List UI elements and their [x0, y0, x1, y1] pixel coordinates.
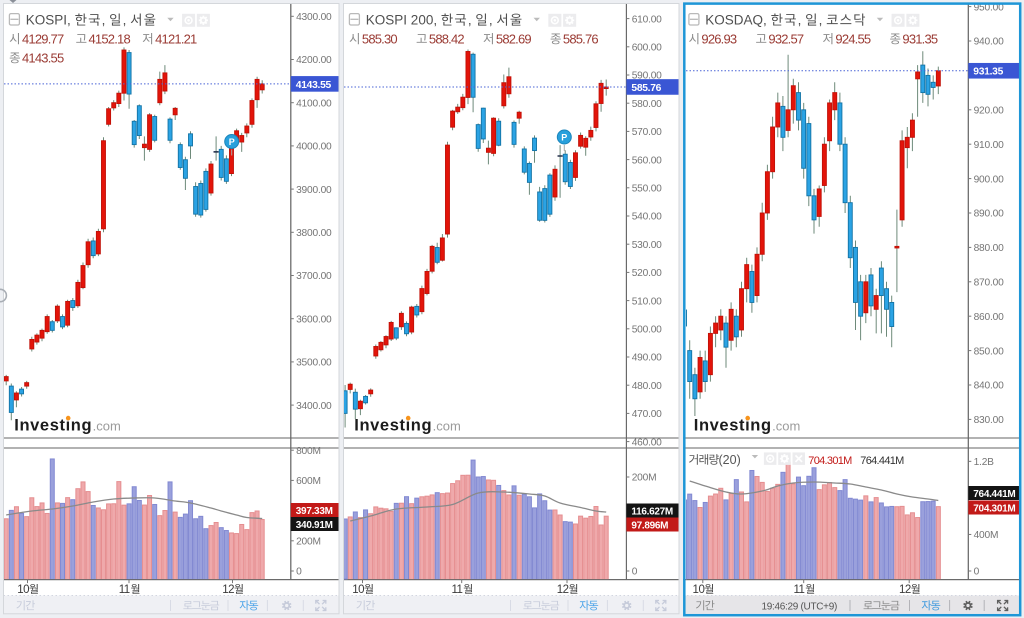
- svg-text:764.441M: 764.441M: [973, 489, 1015, 500]
- svg-text:530.00: 530.00: [632, 240, 662, 251]
- svg-text:500.00: 500.00: [632, 325, 662, 336]
- svg-text:KOSPI,: KOSPI,: [26, 13, 71, 28]
- svg-text:850.00: 850.00: [974, 346, 1004, 357]
- svg-text:764.441M: 764.441M: [860, 455, 904, 467]
- svg-text:10: 10: [693, 584, 705, 596]
- svg-text:910.00: 910.00: [974, 140, 1004, 151]
- svg-text:932.57: 932.57: [768, 31, 804, 46]
- svg-text:400M: 400M: [974, 530, 999, 541]
- svg-text:KOSDAQ,: KOSDAQ,: [705, 13, 767, 28]
- svg-text:3800.00: 3800.00: [296, 228, 332, 239]
- svg-text:520.00: 520.00: [632, 268, 662, 279]
- svg-text:,: ,: [468, 13, 472, 28]
- svg-text:860.00: 860.00: [974, 312, 1004, 323]
- svg-text:560.00: 560.00: [632, 155, 662, 166]
- svg-text:,: ,: [819, 13, 823, 28]
- svg-text:920.00: 920.00: [974, 106, 1004, 117]
- svg-text:940.00: 940.00: [974, 37, 1004, 48]
- svg-text:Investing: Investing: [694, 416, 772, 434]
- svg-text:585.30: 585.30: [362, 31, 398, 46]
- svg-text:0: 0: [632, 567, 638, 578]
- svg-text:11: 11: [793, 584, 804, 596]
- svg-text:19:46:29 (UTC+9): 19:46:29 (UTC+9): [762, 602, 838, 613]
- svg-text:800M: 800M: [296, 446, 321, 457]
- svg-text:900.00: 900.00: [974, 174, 1004, 185]
- svg-text:,: ,: [489, 13, 493, 28]
- svg-text:3500.00: 3500.00: [296, 358, 332, 369]
- svg-text:200M: 200M: [296, 537, 321, 548]
- svg-text:470.00: 470.00: [632, 409, 662, 420]
- svg-text:,: ,: [798, 13, 802, 28]
- svg-text:.com: .com: [93, 418, 121, 433]
- svg-text:830.00: 830.00: [974, 415, 1004, 426]
- svg-text:490.00: 490.00: [632, 353, 662, 364]
- svg-text:950.00: 950.00: [974, 2, 1004, 13]
- svg-text:4121.21: 4121.21: [155, 31, 197, 46]
- svg-text:890.00: 890.00: [974, 209, 1004, 220]
- svg-text:97.896M: 97.896M: [631, 520, 668, 531]
- svg-text:12: 12: [222, 584, 234, 596]
- svg-text:600.00: 600.00: [632, 43, 662, 54]
- svg-text:Investing: Investing: [354, 416, 432, 434]
- svg-text:0: 0: [296, 567, 302, 578]
- svg-text:116.627M: 116.627M: [631, 506, 673, 517]
- svg-text:4300.00: 4300.00: [296, 12, 332, 23]
- svg-text:480.00: 480.00: [632, 381, 662, 392]
- svg-text:931.35: 931.35: [973, 67, 1003, 78]
- svg-text:4143.55: 4143.55: [22, 50, 64, 65]
- svg-text:3700.00: 3700.00: [296, 271, 332, 282]
- svg-text:3400.00: 3400.00: [296, 401, 332, 412]
- svg-text:11: 11: [119, 584, 130, 596]
- svg-text:704.301M: 704.301M: [973, 503, 1015, 514]
- svg-text:,: ,: [123, 13, 127, 28]
- svg-text:3600.00: 3600.00: [296, 314, 332, 325]
- svg-text:590.00: 590.00: [632, 71, 662, 82]
- svg-text:540.00: 540.00: [632, 212, 662, 223]
- svg-text:570.00: 570.00: [632, 127, 662, 138]
- svg-text:704.301M: 704.301M: [808, 455, 852, 467]
- svg-text:10: 10: [352, 584, 364, 596]
- svg-text:931.35: 931.35: [902, 31, 938, 46]
- svg-text:.com: .com: [772, 418, 800, 433]
- svg-text:12: 12: [899, 584, 911, 596]
- svg-text:4200.00: 4200.00: [296, 55, 332, 66]
- svg-text:340.91M: 340.91M: [296, 520, 333, 531]
- svg-text:840.00: 840.00: [974, 381, 1004, 392]
- svg-text:610.00: 610.00: [632, 14, 662, 25]
- svg-text:926.93: 926.93: [701, 31, 737, 46]
- svg-text:582.69: 582.69: [496, 31, 532, 46]
- svg-text:(20): (20): [719, 453, 741, 467]
- svg-text:550.00: 550.00: [632, 184, 662, 195]
- svg-text:Investing: Investing: [14, 416, 92, 434]
- svg-text:0: 0: [974, 567, 980, 578]
- svg-text:P: P: [229, 137, 235, 147]
- svg-text:P: P: [561, 133, 567, 143]
- svg-text:4000.00: 4000.00: [296, 142, 332, 153]
- svg-text:397.33M: 397.33M: [296, 506, 333, 517]
- svg-text:460.00: 460.00: [632, 437, 662, 448]
- svg-text:870.00: 870.00: [974, 278, 1004, 289]
- svg-text:4152.18: 4152.18: [89, 31, 131, 46]
- svg-text:580.00: 580.00: [632, 99, 662, 110]
- svg-text:880.00: 880.00: [974, 243, 1004, 254]
- svg-text:600M: 600M: [296, 476, 321, 487]
- svg-text:12: 12: [557, 584, 569, 596]
- svg-text:4143.55: 4143.55: [296, 80, 332, 91]
- svg-text:.com: .com: [433, 418, 461, 433]
- svg-text:510.00: 510.00: [632, 296, 662, 307]
- svg-text:200M: 200M: [632, 473, 657, 484]
- svg-text:585.76: 585.76: [563, 31, 599, 46]
- svg-text:585.76: 585.76: [631, 83, 661, 94]
- svg-text:1.2B: 1.2B: [974, 457, 995, 468]
- svg-text:3900.00: 3900.00: [296, 185, 332, 196]
- svg-text:,: ,: [102, 13, 106, 28]
- svg-text:4100.00: 4100.00: [296, 98, 332, 109]
- svg-text:11: 11: [451, 584, 462, 596]
- svg-text:588.42: 588.42: [429, 31, 465, 46]
- svg-text:4129.77: 4129.77: [22, 31, 64, 46]
- svg-text:10: 10: [17, 584, 29, 596]
- svg-text:924.55: 924.55: [835, 31, 871, 46]
- svg-text:KOSPI 200,: KOSPI 200,: [366, 13, 437, 28]
